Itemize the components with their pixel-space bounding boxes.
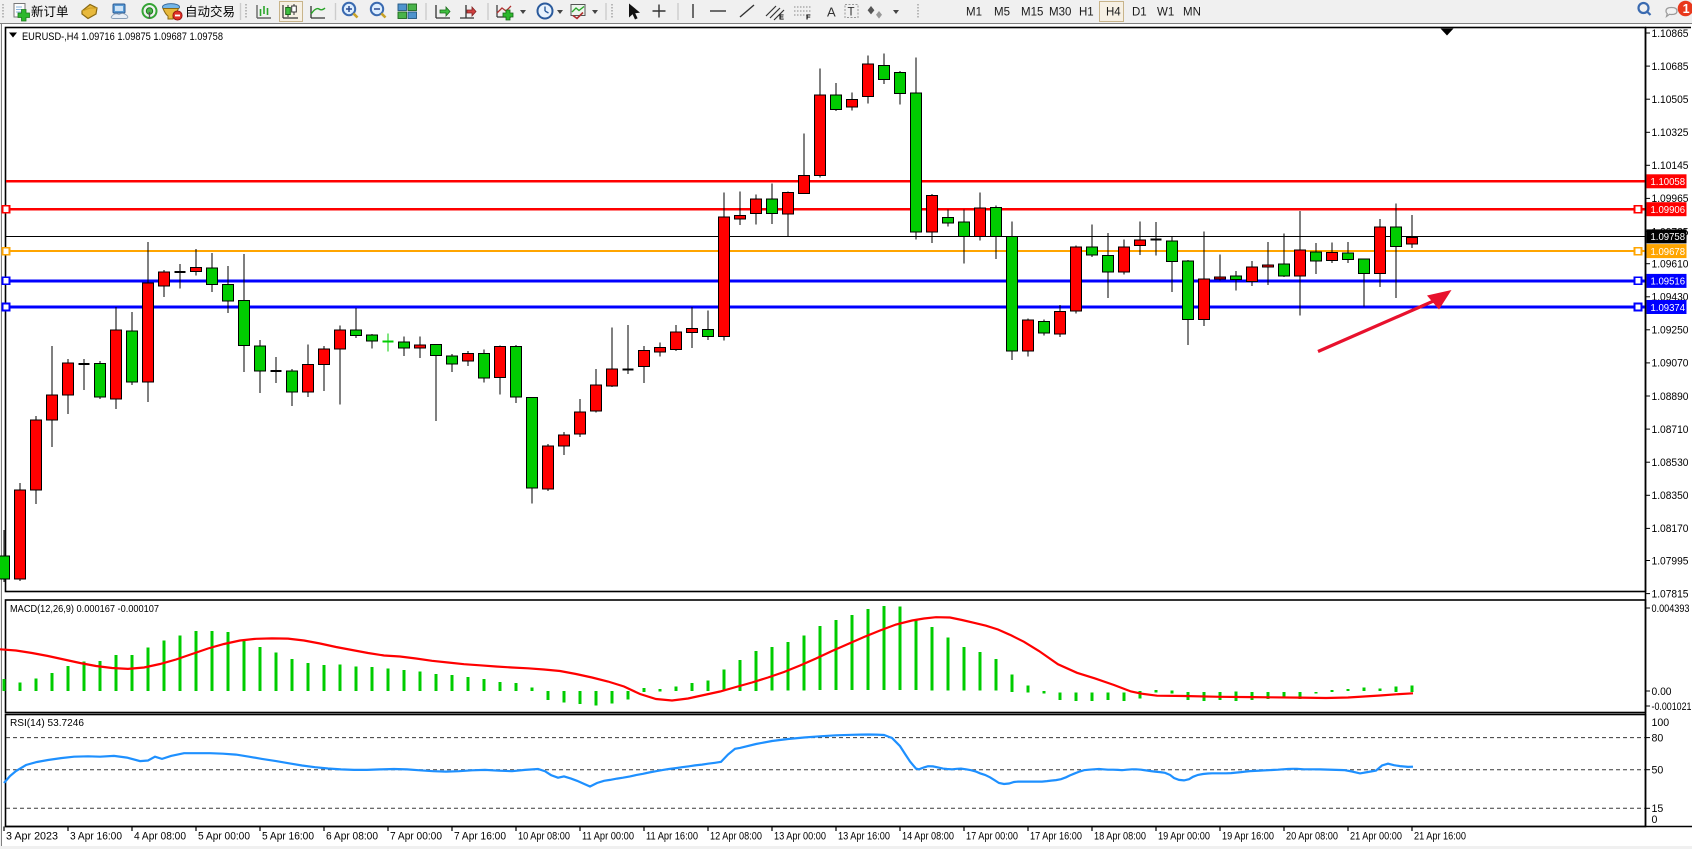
svg-text:M1: M1 — [966, 7, 982, 19]
svg-text:1: 1 — [1683, 2, 1690, 16]
svg-text:1.10865: 1.10865 — [1652, 28, 1689, 40]
svg-text:11 Apr 16:00: 11 Apr 16:00 — [646, 831, 698, 843]
svg-text:19 Apr 16:00: 19 Apr 16:00 — [1222, 831, 1274, 843]
svg-text:1.09758: 1.09758 — [1651, 232, 1686, 243]
svg-text:1.07815: 1.07815 — [1652, 588, 1689, 600]
svg-text:新订单: 新订单 — [31, 4, 69, 19]
svg-text:20 Apr 08:00: 20 Apr 08:00 — [1286, 831, 1338, 843]
svg-text:1.09250: 1.09250 — [1652, 325, 1689, 337]
svg-text:0.004393: 0.004393 — [1652, 603, 1690, 615]
svg-text:1.10145: 1.10145 — [1652, 160, 1689, 172]
svg-text:18 Apr 08:00: 18 Apr 08:00 — [1094, 831, 1146, 843]
svg-text:1.09906: 1.09906 — [1651, 205, 1686, 216]
svg-text:14 Apr 08:00: 14 Apr 08:00 — [902, 831, 954, 843]
svg-text:50: 50 — [1652, 765, 1664, 777]
svg-text:100: 100 — [1652, 717, 1670, 729]
svg-text:H1: H1 — [1079, 7, 1094, 19]
svg-text:EURUSD-,H4 1.09716 1.09875 1.: EURUSD-,H4 1.09716 1.09875 1.09687 1.097… — [22, 31, 223, 43]
svg-text:13 Apr 00:00: 13 Apr 00:00 — [774, 831, 826, 843]
svg-text:1.09678: 1.09678 — [1651, 247, 1686, 258]
svg-text:4 Apr 08:00: 4 Apr 08:00 — [134, 831, 186, 843]
svg-text:17 Apr 16:00: 17 Apr 16:00 — [1030, 831, 1082, 843]
svg-text:H4: H4 — [1106, 7, 1121, 19]
svg-text:0.00: 0.00 — [1652, 686, 1672, 698]
svg-text:6 Apr 08:00: 6 Apr 08:00 — [326, 831, 378, 843]
svg-text:17 Apr 00:00: 17 Apr 00:00 — [966, 831, 1018, 843]
svg-text:W1: W1 — [1157, 7, 1174, 19]
svg-text:1.10325: 1.10325 — [1652, 127, 1689, 139]
svg-text:M30: M30 — [1049, 7, 1071, 19]
svg-text:1.09070: 1.09070 — [1652, 358, 1689, 370]
svg-text:0: 0 — [1652, 814, 1658, 826]
svg-text:1.09610: 1.09610 — [1652, 259, 1689, 271]
svg-text:1.08350: 1.08350 — [1652, 490, 1689, 502]
svg-text:1.10685: 1.10685 — [1652, 61, 1689, 73]
svg-text:1.08170: 1.08170 — [1652, 523, 1689, 535]
svg-text:5 Apr 16:00: 5 Apr 16:00 — [262, 831, 314, 843]
svg-text:1.09516: 1.09516 — [1651, 277, 1686, 288]
svg-text:E: E — [779, 13, 784, 22]
svg-text:21 Apr 16:00: 21 Apr 16:00 — [1414, 831, 1466, 843]
svg-text:自动交易: 自动交易 — [185, 4, 235, 19]
svg-text:T: T — [848, 7, 855, 19]
svg-text:1.10505: 1.10505 — [1652, 94, 1689, 106]
svg-text:21 Apr 00:00: 21 Apr 00:00 — [1350, 831, 1402, 843]
svg-text:11 Apr 00:00: 11 Apr 00:00 — [582, 831, 634, 843]
svg-text:5 Apr 00:00: 5 Apr 00:00 — [198, 831, 250, 843]
svg-text:1.07995: 1.07995 — [1652, 555, 1689, 567]
svg-text:80: 80 — [1652, 732, 1664, 744]
svg-text:1.08530: 1.08530 — [1652, 457, 1689, 469]
svg-text:7 Apr 00:00: 7 Apr 00:00 — [390, 831, 442, 843]
svg-text:M5: M5 — [994, 7, 1010, 19]
svg-text:M15: M15 — [1021, 7, 1043, 19]
svg-text:MACD(12,26,9) 0.000167 -0.0001: MACD(12,26,9) 0.000167 -0.000107 — [10, 604, 159, 615]
svg-text:-0.001021: -0.001021 — [1652, 701, 1692, 713]
svg-text:1.10058: 1.10058 — [1651, 177, 1686, 188]
svg-text:A: A — [827, 5, 836, 20]
svg-text:7 Apr 16:00: 7 Apr 16:00 — [454, 831, 506, 843]
svg-text:MN: MN — [1183, 7, 1201, 19]
svg-text:F: F — [806, 13, 811, 22]
svg-text:1.09374: 1.09374 — [1651, 303, 1686, 314]
svg-text:3 Apr 2023: 3 Apr 2023 — [6, 831, 58, 843]
svg-text:12 Apr 08:00: 12 Apr 08:00 — [710, 831, 762, 843]
svg-text:3 Apr 16:00: 3 Apr 16:00 — [70, 831, 122, 843]
svg-text:19 Apr 00:00: 19 Apr 00:00 — [1158, 831, 1210, 843]
svg-text:13 Apr 16:00: 13 Apr 16:00 — [838, 831, 890, 843]
svg-text:1.08710: 1.08710 — [1652, 424, 1689, 436]
svg-text:1.08890: 1.08890 — [1652, 391, 1689, 403]
svg-text:RSI(14) 53.7246: RSI(14) 53.7246 — [10, 718, 84, 729]
svg-text:10 Apr 08:00: 10 Apr 08:00 — [518, 831, 570, 843]
svg-text:15: 15 — [1652, 803, 1664, 815]
svg-text:D1: D1 — [1132, 7, 1147, 19]
